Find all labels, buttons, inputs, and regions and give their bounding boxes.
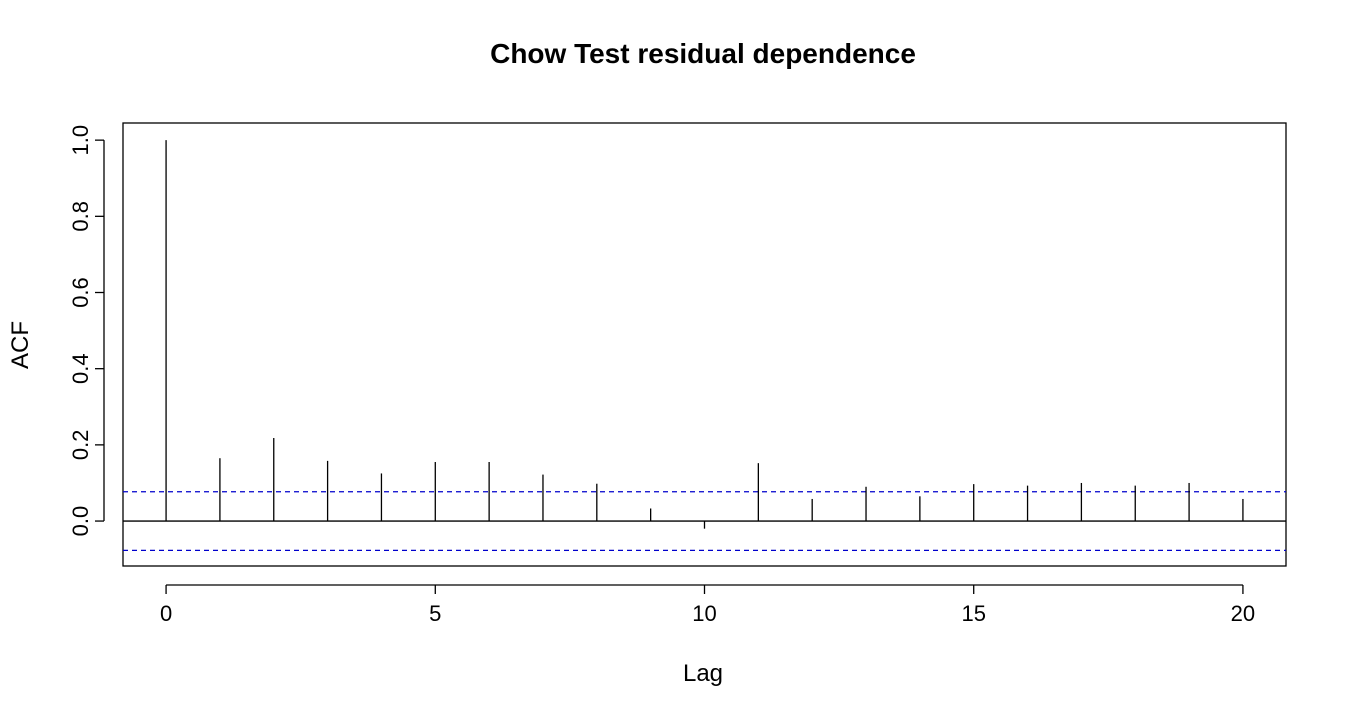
y-tick-label-3: 0.6 xyxy=(68,277,93,308)
x-axis-label: Lag xyxy=(683,660,723,687)
x-tick-label-20: 20 xyxy=(1231,601,1255,626)
y-tick-label-4: 0.8 xyxy=(68,201,93,232)
plot-frame xyxy=(122,122,1287,567)
y-tick-label-5: 1.0 xyxy=(68,125,93,156)
y-tick-label-1: 0.2 xyxy=(68,430,93,461)
y-axis-label: ACF xyxy=(7,321,34,369)
chart-title: Chow Test residual dependence xyxy=(490,38,916,69)
x-tick-label-5: 5 xyxy=(429,601,441,626)
plot-area: 0 5 10 15 20 0.0 0.2 0.4 0.6 0.8 1.0 xyxy=(68,122,1287,626)
y-tick-label-0: 0.0 xyxy=(68,506,93,537)
y-tick-label-2: 0.4 xyxy=(68,353,93,384)
x-tick-label-0: 0 xyxy=(160,601,172,626)
x-tick-label-10: 10 xyxy=(692,601,716,626)
x-tick-label-15: 15 xyxy=(961,601,985,626)
